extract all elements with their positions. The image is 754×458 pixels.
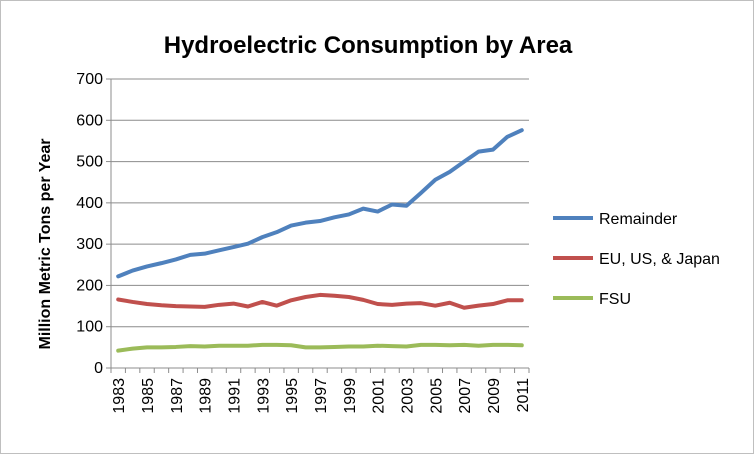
series-line-eu-us-japan bbox=[116, 292, 524, 310]
x-tick-labels: 1983 1985 1987 1989 1991 1993 1995 1997 1999 2001… bbox=[111, 378, 532, 414]
y-tick-label: 700 bbox=[76, 71, 103, 88]
series-line-remainder bbox=[116, 128, 524, 279]
y-tick-labels: 0 100 200 300 400 500 600 700 bbox=[76, 71, 103, 377]
legend-label-eu-us-japan: EU, US, & Japan bbox=[599, 251, 720, 268]
x-tick-label: 2001 bbox=[371, 378, 388, 414]
x-tick-label: 1995 bbox=[284, 378, 301, 414]
x-tick-label: 1991 bbox=[227, 378, 244, 414]
y-tick-label: 300 bbox=[76, 236, 103, 253]
x-tick-label: 2011 bbox=[515, 378, 532, 413]
x-tick-label: 1997 bbox=[313, 378, 330, 414]
x-tick-label: 1985 bbox=[140, 378, 157, 414]
chart-title: Hydroelectric Consumption by Area bbox=[164, 32, 573, 59]
x-tick-label: 2003 bbox=[399, 378, 416, 414]
y-tick-label: 200 bbox=[76, 277, 103, 294]
series-lines bbox=[116, 128, 524, 353]
x-tick-label: 2005 bbox=[428, 378, 445, 414]
x-tick-label: 2007 bbox=[457, 378, 474, 414]
axes bbox=[106, 78, 530, 373]
y-tick-label: 500 bbox=[76, 154, 103, 171]
y-tick-label: 100 bbox=[76, 319, 103, 336]
legend-label-remainder: Remainder bbox=[599, 211, 678, 228]
series-line-fsu bbox=[116, 342, 524, 353]
legend: Remainder EU, US, & Japan FSU bbox=[553, 211, 720, 308]
legend-label-fsu: FSU bbox=[599, 291, 631, 308]
y-tick-label: 600 bbox=[76, 112, 103, 129]
y-axis-label: Million Metric Tons per Year bbox=[37, 138, 54, 349]
y-tick-label: 0 bbox=[94, 360, 103, 377]
x-tick-label: 1989 bbox=[198, 378, 215, 414]
y-tick-label: 400 bbox=[76, 195, 103, 212]
x-tick-label: 1993 bbox=[255, 378, 272, 414]
x-tick-label: 1999 bbox=[342, 378, 359, 414]
x-tick-label: 2009 bbox=[486, 378, 503, 414]
gridlines bbox=[111, 78, 529, 328]
x-tick-label: 1983 bbox=[111, 378, 128, 414]
x-tick-label: 1987 bbox=[169, 378, 186, 414]
